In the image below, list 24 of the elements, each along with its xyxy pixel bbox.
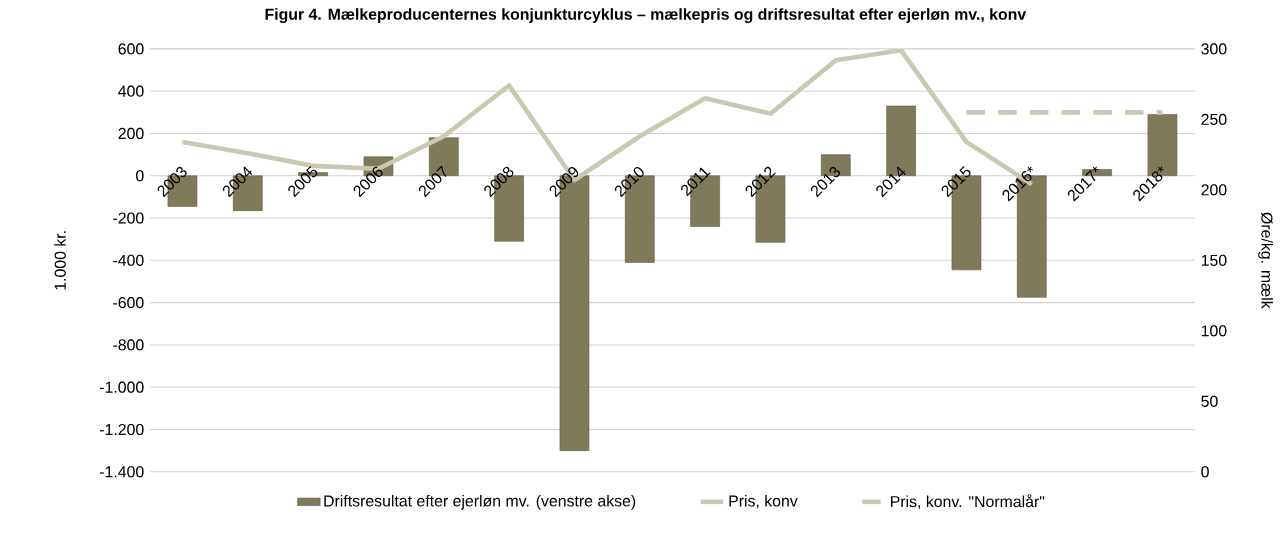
y2-tick-label: 300 (1201, 43, 1227, 55)
y-axis-title: 1.000 kr. (54, 231, 66, 290)
y-tick-label: 0 (136, 170, 144, 182)
legend-label: Pris, konv. "Normalår" (891, 494, 1045, 510)
y2-tick-label: 250 (1201, 113, 1227, 126)
y-tick-label: -600 (113, 297, 144, 309)
y2-tick-label: 0 (1201, 466, 1209, 478)
y-tick-label: -1.200 (99, 423, 144, 436)
legend-label: Pris, konv (729, 494, 798, 509)
y-tick-label: -1.400 (99, 466, 144, 478)
y2-axis-title: Øre/kg. mælk (1258, 212, 1273, 309)
y2-tick-label: 200 (1201, 184, 1227, 196)
y-tick-label: 400 (118, 85, 144, 97)
y-tick-label: 600 (118, 43, 144, 55)
y-tick-label: -400 (113, 254, 144, 267)
y2-tick-label: 150 (1201, 254, 1227, 266)
legend-label: Driftsresultat efter ejerløn mv. (venstre akse) (324, 494, 636, 510)
y-tick-label: -800 (113, 339, 144, 351)
y-tick-label: 200 (118, 127, 144, 140)
y2-tick-label: 100 (1201, 325, 1227, 337)
chart-title: Figur 4. Mælkeproducenternes konjunkturcyklus – mælkepris og driftsresultat efter ejerløn mv., konv (265, 8, 1027, 24)
y-tick-label: -1.000 (99, 381, 144, 393)
y-tick-label: -200 (113, 212, 144, 224)
y2-tick-label: 50 (1201, 395, 1218, 407)
